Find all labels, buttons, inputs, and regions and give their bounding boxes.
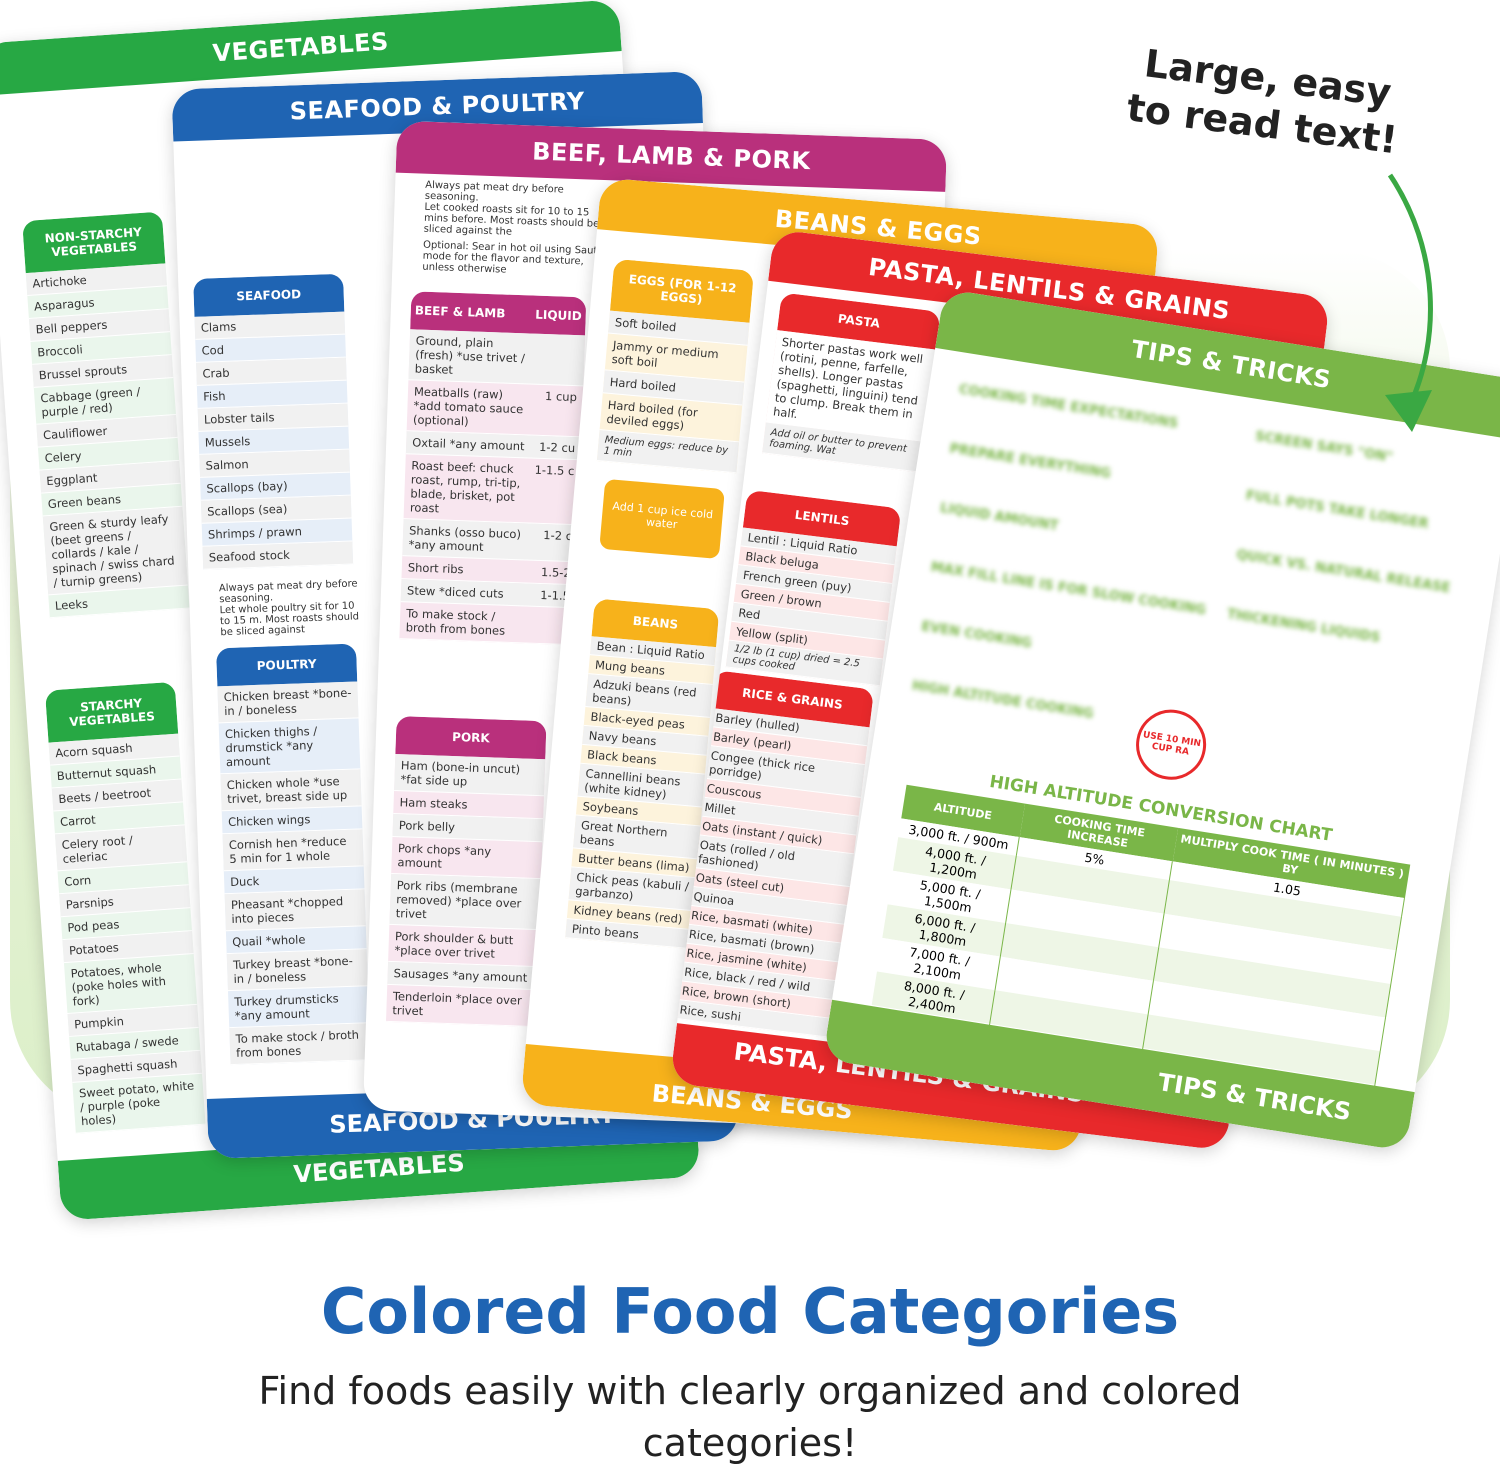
- section-pasta: PASTA Shorter pastas work well (rotini, …: [762, 292, 941, 473]
- subheadline: Find foods easily with clearly organized…: [258, 1369, 1242, 1465]
- list-item: Meatballs (raw) *add tomato sauce (optio…: [406, 380, 584, 438]
- item-liquid: 1 cup: [544, 389, 578, 405]
- section-pork: PORK Ham (bone-in uncut) *fat side up Ham…: [385, 716, 547, 1028]
- headline: Colored Food Categories: [320, 1275, 1180, 1348]
- section-title: POULTRY: [216, 643, 358, 687]
- list-item: Cornish hen *reduce 5 min for 1 whole: [222, 829, 364, 872]
- list-item: Pork ribs (membrane removed) *place over…: [389, 873, 542, 931]
- callout-text: Large, easy to read text!: [1124, 41, 1400, 163]
- list-item: To make stock / broth from bones: [399, 602, 576, 646]
- item-liquid: 1.5-2: [540, 564, 572, 581]
- section-non-starchy: NON-STARCHY VEGETABLES Artichoke Asparagu…: [22, 211, 190, 619]
- section-lentils: LENTILS Lentil : Liquid Ratio Black belug…: [725, 489, 902, 687]
- tip-heading: QUICK VS. NATURAL RELEASE: [1235, 547, 1452, 597]
- liquid-column-header: LIQUID: [535, 307, 582, 324]
- item-name: Short ribs: [407, 560, 464, 577]
- section-seafood: SEAFOOD Clams Cod Crab Fish Lobster tails Mus…: [193, 273, 354, 570]
- tip-heading: MAX FILL LINE IS FOR SLOW COOKING: [929, 560, 1207, 619]
- section-title: PORK: [395, 716, 547, 760]
- item-liquid: 1-1.5 c: [534, 462, 575, 479]
- list-item: Pheasant *chopped into pieces: [224, 889, 366, 932]
- tip: Let cooked roasts sit for 10 to 15 mins …: [423, 201, 600, 238]
- list-item: Chicken thighs / drumstick *any amount: [218, 718, 361, 775]
- list-item: Sweet potato, white / purple (poke holes…: [72, 1073, 206, 1134]
- list-item: To make stock / broth from bones: [229, 1023, 371, 1066]
- list-item: Shanks (osso buco) *any amount 1-2 c: [402, 519, 579, 563]
- tip: Let whole poultry sit for 10 to 15 m. Mo…: [219, 600, 360, 639]
- item-liquid: 1-2 c: [543, 528, 573, 544]
- item-name: Shanks (osso buco) *any amount: [408, 523, 522, 554]
- list-item: Turkey drumsticks *any amount: [227, 986, 370, 1029]
- section-eggs: EGGS (FOR 1-12 EGGS) Soft boiled Jammy or…: [596, 258, 755, 474]
- release-badge: USE 10 MIN CUP RA: [1131, 704, 1212, 785]
- tip-heading: LIQUID AMOUNT: [939, 500, 1060, 535]
- optional-note: Optional: Sear in hot oil using Saute mo…: [422, 239, 604, 276]
- tip-heading: FULL POTS TAKE LONGER: [1244, 488, 1430, 533]
- item-name: Ground, plain (fresh) *use trivet / bask…: [414, 333, 526, 377]
- arrow-icon: [1385, 173, 1433, 432]
- tip-heading: PREPARE EVERYTHING: [948, 441, 1112, 482]
- list-item: Chicken whole *use trivet, breast side u…: [220, 769, 362, 812]
- item-name: Meatballs (raw) *add tomato sauce (optio…: [412, 384, 524, 429]
- tip-heading: COOKING TIME EXPECTATIONS: [957, 382, 1179, 432]
- item-name: To make stock / broth from bones: [405, 606, 506, 638]
- list-item: Ground, plain (fresh) *use trivet / bask…: [408, 329, 586, 387]
- list-item: Pork shoulder & butt *place over trivet: [388, 924, 540, 968]
- list-item: Pork chops *any amount: [391, 836, 543, 880]
- list-item: Roast beef: chuck roast, rump, tri-tip, …: [403, 454, 581, 526]
- item-name: Oxtail *any amount: [411, 435, 525, 454]
- item-name: Roast beef: chuck roast, rump, tri-tip, …: [409, 458, 521, 516]
- section-starchy: STARCHY VEGETABLES Acorn squash Butternut…: [44, 681, 206, 1134]
- tip-heading: EVEN COOKING: [920, 619, 1033, 652]
- item-liquid: 1-2 cu: [538, 439, 576, 456]
- list-item: Ham (bone-in uncut) *fat side up: [394, 754, 546, 797]
- item-liquid: [535, 338, 578, 381]
- tip-heading: HIGH ALTITUDE COOKING: [910, 678, 1095, 723]
- item-name: Stew *diced cuts: [406, 583, 504, 601]
- section-title-text: BEEF & LAMB: [414, 303, 506, 321]
- list-item: Green & sturdy leafy (beet greens / coll…: [42, 506, 188, 596]
- list-item: Turkey breast *bone-in / boneless: [226, 949, 368, 992]
- section-poultry: POULTRY Chicken breast *bone-in / bonele…: [216, 643, 371, 1066]
- section-title: SEAFOOD: [193, 273, 345, 317]
- section-title: BEEF & LAMB LIQUID: [410, 291, 587, 336]
- tip-heading: THICKENING LIQUIDS: [1225, 606, 1382, 646]
- list-item: Tenderloin *place over trivet: [385, 984, 538, 1028]
- section-title: STARCHY VEGETABLES: [44, 681, 179, 743]
- list-item: Seafood stock: [202, 541, 354, 570]
- ice-water-badge: Add 1 cup ice cold water: [599, 478, 725, 560]
- list-item: Chicken breast *bone-in / boneless: [217, 681, 359, 724]
- section-beef-lamb: BEEF & LAMB LIQUID Ground, plain (fresh) …: [399, 291, 587, 646]
- list-item: Potatoes, whole (poke holes with fork): [63, 954, 198, 1014]
